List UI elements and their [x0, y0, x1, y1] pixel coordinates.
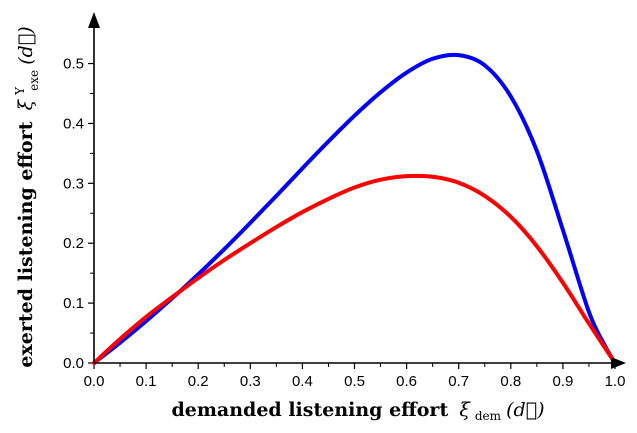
x-tick-label: 0.2 — [188, 373, 209, 390]
x-tick-label: 0.9 — [552, 373, 573, 390]
y-tick-label: 0.4 — [63, 115, 84, 132]
y-axis-label-argument: (d⃗) — [15, 26, 37, 64]
x-axis-label: demanded listening effort ξ dem (d⃗) — [171, 399, 544, 424]
y-axis-label: exerted listening effort ξ Υ exe (d⃗) — [9, 26, 42, 367]
series-line-1 — [92, 52, 617, 365]
y-tick-label: 0.0 — [63, 355, 84, 372]
x-axis-label-subscript: dem — [475, 409, 502, 423]
x-tick-label: 0.8 — [500, 373, 521, 390]
x-tick-label: 0.4 — [292, 373, 313, 390]
y-tick-label: 0.1 — [63, 295, 84, 312]
y-axis-label-symbol: ξ — [15, 98, 37, 110]
x-tick-label: 0.5 — [344, 373, 365, 390]
x-tick-label: 1.0 — [605, 373, 626, 390]
x-tick-label: 0.1 — [136, 373, 157, 390]
x-axis-label-text: demanded listening effort — [171, 399, 448, 421]
y-axis-label-text: exerted listening effort — [15, 121, 37, 367]
y-axis-arrow — [88, 12, 100, 28]
x-tick-label: 0.6 — [396, 373, 417, 390]
x-tick-label: 0.3 — [240, 373, 261, 390]
x-axis-ticks: 0.0 0.1 0.2 0.3 0.4 0.5 0.6 0.7 0.8 0.9 1.0 — [84, 363, 626, 390]
x-axis-label-argument: (d⃗) — [506, 399, 544, 421]
y-tick-label: 0.5 — [63, 56, 84, 73]
x-axis-label-symbol: ξ — [459, 399, 471, 421]
y-tick-label: 0.2 — [63, 235, 84, 252]
series-layer — [92, 52, 617, 365]
x-axis-arrow — [611, 357, 626, 369]
y-axis-ticks: 0.0 0.1 0.2 0.3 0.4 0.5 — [63, 56, 94, 372]
y-axis-label-superscript: Υ — [13, 86, 27, 96]
x-tick-label: 0.7 — [448, 373, 469, 390]
y-axis-label-subscript: exe — [27, 70, 41, 91]
y-tick-label: 0.3 — [63, 175, 84, 192]
series-line-2 — [92, 173, 617, 365]
x-tick-label: 0.0 — [84, 373, 105, 390]
